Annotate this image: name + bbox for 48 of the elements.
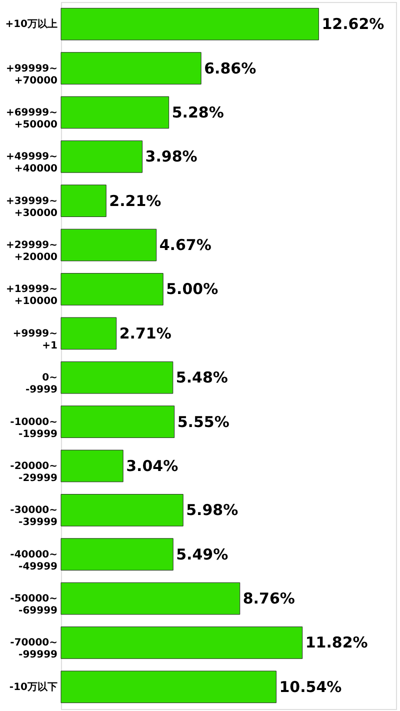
data-label: 5.98% bbox=[186, 501, 238, 520]
data-label: 11.82% bbox=[305, 634, 368, 652]
y-tick-label: -40000~ -49999 bbox=[10, 549, 58, 572]
bar bbox=[60, 626, 303, 659]
data-label: 4.67% bbox=[159, 236, 212, 254]
data-label: 10.54% bbox=[279, 678, 342, 696]
y-tick-label: +9999~ +1 bbox=[12, 328, 58, 352]
bar bbox=[60, 538, 174, 570]
data-label: 8.76% bbox=[242, 590, 295, 608]
bar bbox=[60, 450, 124, 482]
data-label: 6.86% bbox=[204, 59, 256, 78]
data-label: 2.21% bbox=[109, 192, 162, 210]
bar bbox=[60, 228, 157, 262]
data-label: 5.00% bbox=[166, 280, 218, 298]
bar bbox=[60, 582, 240, 615]
data-label: 5.55% bbox=[177, 412, 230, 431]
data-label: 5.28% bbox=[172, 103, 224, 122]
y-tick-label: +10万以上 bbox=[5, 18, 58, 30]
y-tick-label: -50000~ -69999 bbox=[10, 594, 58, 617]
bar bbox=[60, 8, 319, 40]
data-label: 2.71% bbox=[119, 324, 172, 342]
bar bbox=[60, 52, 202, 84]
bar bbox=[60, 406, 175, 438]
bar bbox=[60, 184, 106, 217]
y-tick-label: -10000~ -19999 bbox=[10, 416, 58, 440]
y-tick-label: 0~ -9999 bbox=[26, 372, 58, 396]
y-tick-label: -70000~ -99999 bbox=[10, 638, 58, 661]
bar bbox=[60, 317, 117, 350]
bar bbox=[60, 361, 174, 394]
data-label: 12.62% bbox=[322, 15, 384, 34]
bar bbox=[60, 670, 276, 704]
data-label: 5.49% bbox=[176, 545, 228, 564]
bar bbox=[60, 96, 170, 129]
bar bbox=[60, 273, 164, 306]
y-tick-label: -30000~ -39999 bbox=[10, 505, 58, 528]
y-tick-label: +69999~ +50000 bbox=[6, 107, 58, 130]
data-label: 5.48% bbox=[176, 368, 228, 387]
data-label: 3.04% bbox=[126, 456, 178, 475]
bar bbox=[60, 494, 184, 526]
y-tick-label: +49999~ +40000 bbox=[6, 152, 58, 175]
data-label: 3.98% bbox=[145, 148, 198, 166]
bar bbox=[60, 140, 143, 173]
y-tick-label: +39999~ +30000 bbox=[6, 196, 58, 219]
y-tick-label: -20000~ -29999 bbox=[10, 460, 58, 484]
y-tick-label: -10万以下 bbox=[9, 680, 58, 693]
y-tick-label: +29999~ +20000 bbox=[6, 240, 58, 264]
y-tick-label: +99999~ +70000 bbox=[6, 63, 58, 86]
y-tick-label: +19999~ +10000 bbox=[6, 284, 58, 308]
